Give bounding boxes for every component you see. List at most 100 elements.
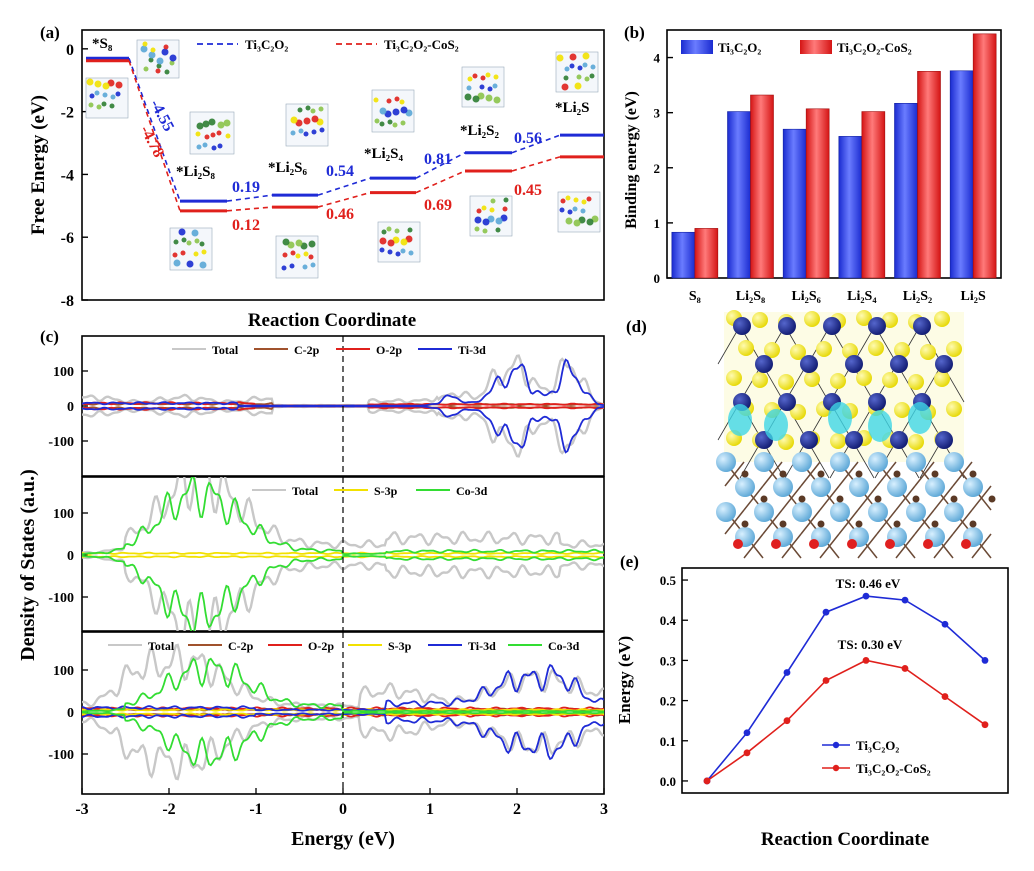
oxygen-atom	[809, 539, 819, 549]
charge-depletion-lobe	[908, 402, 932, 434]
cobalt-atom	[890, 431, 908, 449]
sulfur-atom	[856, 370, 872, 386]
bond	[743, 485, 764, 511]
titanium-atom	[735, 477, 755, 497]
panel-a-label: (a)	[40, 23, 60, 42]
y-tick-label: 0.0	[660, 774, 676, 789]
sulfur-atom	[804, 371, 820, 387]
state-label-*Li2S8: *Li₂S₈	[176, 164, 216, 180]
sulfur-atom	[934, 311, 950, 327]
thumbnail-atom	[493, 96, 501, 104]
legend-label-Co-3d: Co-3d	[548, 639, 580, 653]
cobalt-atom	[868, 393, 886, 411]
y-tick-label: -100	[48, 748, 74, 763]
thumbnail-atom	[201, 249, 207, 255]
thumbnail-atom	[386, 226, 392, 232]
thumbnail-atom	[310, 262, 316, 268]
y-tick-label: 0	[654, 271, 661, 286]
dos-subplot-2: 100 0 -100 Total S-3p Co-3d	[48, 476, 605, 632]
y-tick-label: 0.1	[660, 734, 676, 749]
sulfur-atom	[894, 402, 910, 418]
cobalt-atom	[868, 317, 886, 335]
bar-Li2S2-ti3c2o2-cos2	[917, 71, 941, 279]
thumbnail-atom	[102, 92, 108, 98]
carbon-atom	[798, 495, 806, 503]
bond	[952, 509, 973, 535]
step-label-ti3c2o2: 0.56	[514, 130, 542, 147]
sulfur-atom	[920, 344, 936, 360]
oxygen-atom	[733, 539, 743, 549]
structure-thumbnail	[169, 227, 213, 271]
sulfur-atom	[946, 341, 962, 357]
thumbnail-atom	[86, 78, 94, 86]
thumbnail-atom	[211, 145, 217, 151]
energy-connector	[226, 206, 273, 212]
step-label-ti3c2o2: 0.54	[326, 163, 354, 180]
legend-label-ti3c2o2: Ti₃C₂O₂	[718, 40, 761, 55]
carbon-atom	[893, 470, 901, 478]
thumbnail-atom	[156, 63, 162, 69]
thumbnail-atom	[561, 83, 569, 91]
sulfur-atom	[934, 371, 950, 387]
category-label-S8: S₈	[689, 289, 701, 304]
sulfur-atom	[764, 342, 780, 358]
thumbnail-atom	[297, 107, 303, 113]
carbon-atom	[817, 520, 825, 528]
thumbnail-atom	[148, 57, 154, 63]
sulfur-atom	[882, 312, 898, 328]
legend-label-O-2p: O-2p	[308, 639, 334, 653]
thumbnail-atom	[487, 86, 493, 92]
sulfur-atom	[830, 433, 846, 449]
thumbnail-atom	[225, 133, 231, 139]
y-tick-label: -6	[61, 230, 74, 247]
titanium-atom	[716, 502, 736, 522]
thumbnail-atom	[476, 208, 482, 214]
structure-thumbnail	[377, 221, 421, 263]
thumbnail-atom	[490, 198, 496, 204]
bond	[743, 533, 764, 559]
structure-thumbnail	[136, 39, 180, 79]
panel-b-legend: Ti₃C₂O₂ Ti₃C₂O₂-CoS₂	[681, 40, 912, 55]
carbon-atom	[874, 495, 882, 503]
thumbnail-atom	[208, 118, 216, 126]
titanium-atom	[944, 452, 964, 472]
thumbnail-atom	[386, 98, 392, 104]
sulfur-atom	[882, 372, 898, 388]
carbon-atom	[779, 520, 787, 528]
data-point-ti3c2o2-cos2	[783, 717, 791, 725]
bond	[933, 485, 954, 511]
titanium-atom	[754, 452, 774, 472]
thumbnail-atom	[89, 93, 95, 99]
thumbnail-atom	[400, 248, 406, 254]
y-tick-label: 0.2	[660, 694, 676, 709]
thumbnail-atom	[302, 264, 308, 270]
thumbnail-atom	[573, 197, 579, 203]
thumbnail-atom	[186, 240, 192, 246]
thumbnail-atom	[319, 127, 325, 133]
legend-label-C-2p: C-2p	[228, 639, 254, 653]
series-line-ti3c2o2-cos2	[706, 659, 986, 782]
sulfur-atom	[752, 312, 768, 328]
thumbnail-atom	[290, 130, 296, 136]
data-point-ti3c2o2-cos2	[822, 677, 830, 684]
bond	[819, 485, 840, 511]
thumbnail-atom	[102, 82, 110, 90]
step-label-ti3c2o2-cos2: 0.46	[326, 206, 354, 223]
thumbnail-atom	[311, 115, 319, 123]
carbon-atom	[855, 520, 863, 528]
cobalt-atom	[755, 355, 773, 373]
state-label-*Li2S: *Li₂S	[555, 100, 590, 116]
carbon-atom	[836, 495, 844, 503]
data-point-ti3c2o2-cos2	[901, 665, 909, 672]
energy-connector	[511, 156, 561, 172]
bar-S8-ti3c2o2-cos2	[694, 228, 719, 279]
thumbnail-atom	[407, 227, 413, 233]
thumbnail-atom	[178, 228, 186, 236]
thumbnail-atom	[180, 250, 186, 256]
carbon-atom	[779, 470, 787, 478]
dos-Co-3d-spin-up	[82, 657, 604, 713]
bond	[838, 509, 859, 535]
y-tick-label: 0.3	[660, 653, 677, 668]
thumbnail-atom	[196, 122, 204, 130]
ts-annotation-ti3c2o2-cos2: TS: 0.30 eV	[838, 637, 903, 652]
